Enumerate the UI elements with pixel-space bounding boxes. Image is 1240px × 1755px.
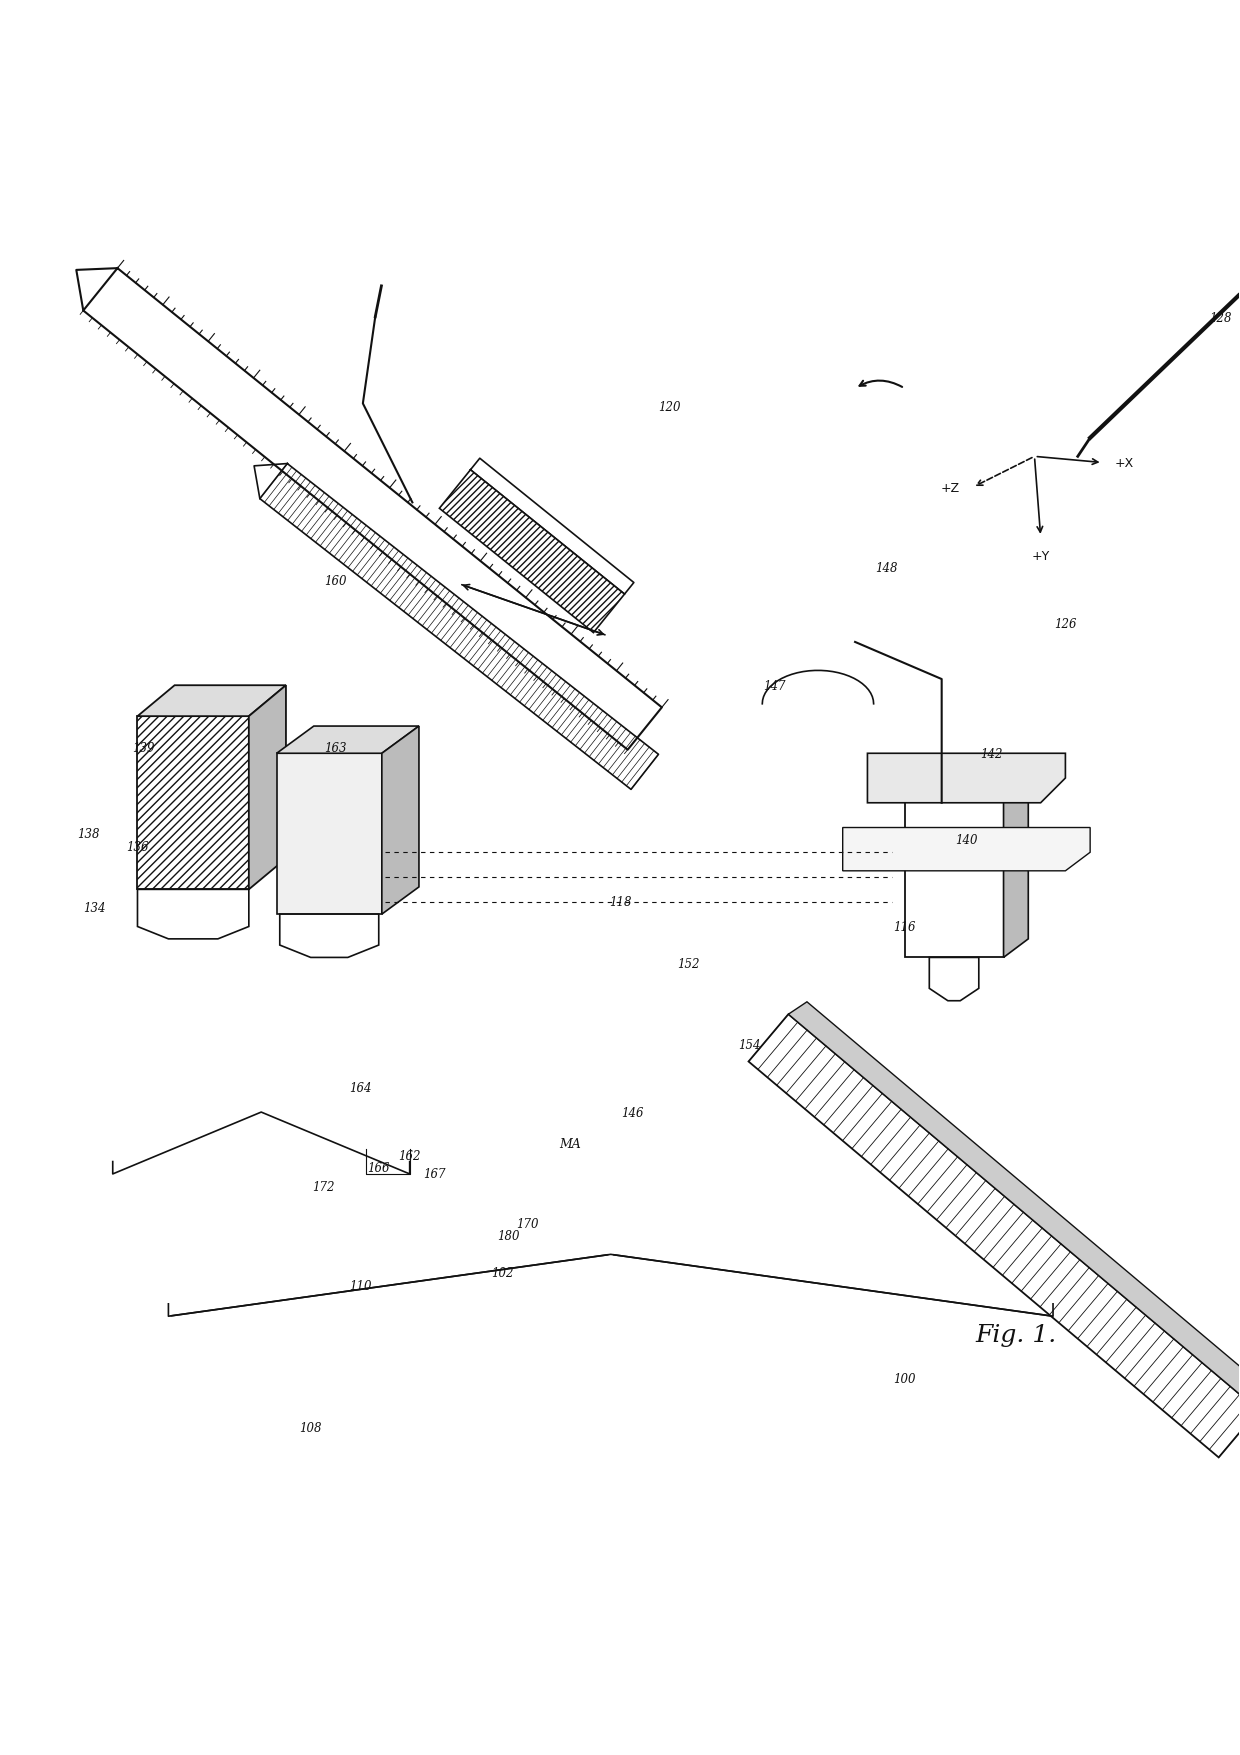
Text: +Y: +Y: [1032, 549, 1050, 563]
Text: 140: 140: [955, 834, 977, 848]
Polygon shape: [789, 1002, 1240, 1411]
Text: 167: 167: [423, 1167, 445, 1181]
Text: 172: 172: [311, 1179, 335, 1193]
Text: 142: 142: [980, 748, 1002, 760]
Text: 118: 118: [609, 895, 631, 909]
Polygon shape: [904, 779, 1028, 797]
Text: 164: 164: [348, 1081, 372, 1093]
Text: 138: 138: [77, 828, 99, 841]
Polygon shape: [929, 958, 978, 1000]
Text: 146: 146: [621, 1106, 644, 1120]
Polygon shape: [439, 470, 625, 634]
Text: 154: 154: [739, 1037, 761, 1051]
Text: MA: MA: [559, 1137, 582, 1150]
Polygon shape: [382, 727, 419, 914]
Text: 162: 162: [398, 1150, 420, 1162]
Text: +X: +X: [1115, 456, 1135, 470]
Text: 139: 139: [133, 741, 155, 755]
Polygon shape: [904, 797, 1003, 958]
Text: 108: 108: [299, 1422, 322, 1434]
Text: 170: 170: [516, 1218, 538, 1230]
Text: 180: 180: [497, 1230, 520, 1243]
Text: 100: 100: [893, 1372, 916, 1385]
Text: 116: 116: [893, 920, 916, 934]
Text: 152: 152: [677, 958, 699, 971]
Text: 120: 120: [658, 402, 681, 414]
Polygon shape: [138, 716, 249, 890]
Text: 160: 160: [324, 574, 347, 588]
Polygon shape: [280, 914, 378, 958]
Polygon shape: [249, 686, 286, 890]
Polygon shape: [749, 1014, 1240, 1458]
Text: 147: 147: [764, 679, 786, 691]
Text: 126: 126: [1054, 618, 1076, 630]
Text: 102: 102: [491, 1267, 513, 1279]
Text: +Z: +Z: [941, 481, 960, 495]
Polygon shape: [868, 755, 1065, 804]
Polygon shape: [277, 755, 382, 914]
Polygon shape: [138, 686, 286, 716]
Text: 148: 148: [874, 562, 898, 576]
Text: 110: 110: [348, 1279, 372, 1292]
Text: 128: 128: [1209, 312, 1231, 325]
Polygon shape: [1003, 779, 1028, 958]
Text: 163: 163: [324, 741, 347, 755]
Text: 136: 136: [126, 841, 149, 853]
Text: Fig. 1.: Fig. 1.: [976, 1323, 1056, 1346]
Text: 134: 134: [83, 902, 105, 914]
Text: 166: 166: [367, 1162, 391, 1174]
Polygon shape: [277, 727, 419, 755]
Polygon shape: [843, 828, 1090, 870]
Polygon shape: [138, 890, 249, 939]
